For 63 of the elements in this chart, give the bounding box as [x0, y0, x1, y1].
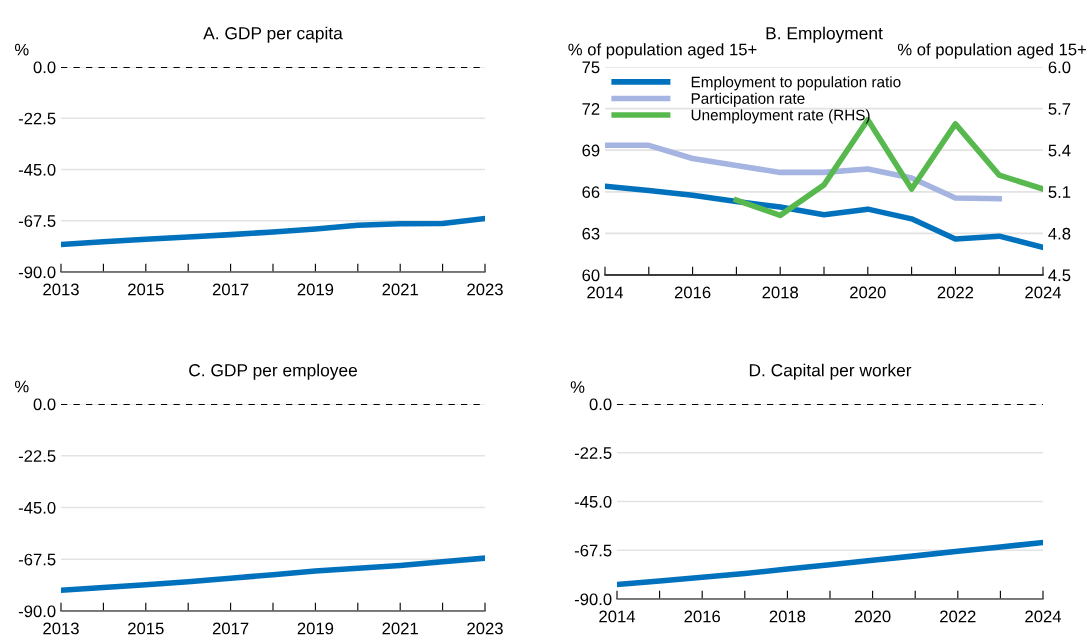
x-tick-label: 2022 [937, 286, 974, 299]
y-tick-label: -45.0 [574, 495, 612, 508]
legend-label: Participation rate [691, 92, 805, 107]
x-tick-label: 2020 [850, 286, 886, 299]
x-tick-label: 2018 [762, 286, 799, 299]
y-tick-label: 72 [582, 103, 600, 115]
x-tick-label: 2019 [297, 283, 334, 296]
x-tick-label: 2021 [382, 283, 418, 296]
chart-title: C. GDP per employee [189, 363, 357, 380]
y-tick-label: -90.0 [18, 266, 56, 279]
y-tick-label: 0.0 [589, 398, 612, 411]
x-tick-label: 2013 [43, 283, 79, 296]
x-tick-label: 2013 [43, 622, 79, 635]
y-tick-label: 0.0 [33, 398, 56, 411]
x-tick-label: 2018 [769, 610, 806, 623]
y-tick-label: -22.5 [18, 450, 56, 462]
y-tick-label: 60 [582, 269, 600, 282]
x-tick-label: 2019 [297, 622, 334, 635]
y2-tick-label: 5.7 [1048, 103, 1071, 115]
legend-label: Employment to population ratio [691, 76, 901, 91]
x-tick-label: 2016 [674, 286, 711, 299]
x-tick-label: 2015 [128, 622, 164, 635]
x-tick-label: 2020 [854, 610, 891, 623]
y2-tick-label: 4.8 [1048, 227, 1071, 240]
x-tick-label: 2015 [128, 283, 164, 296]
y2-axis-title: % of population aged 15+ [897, 43, 1086, 59]
y-tick-label: -45.0 [18, 163, 56, 176]
y-tick-label: 0.0 [33, 61, 56, 74]
y-tick-label: 66 [582, 186, 600, 198]
chart-title: A. GDP per capita [203, 26, 343, 43]
x-tick-label: 2016 [684, 610, 721, 623]
y-axis-title: % of population aged 15+ [568, 43, 757, 59]
x-tick-label: 2024 [1025, 286, 1062, 299]
y-axis-title: % [14, 380, 29, 393]
y2-tick-label: 5.4 [1048, 144, 1071, 157]
y-tick-label: -67.5 [18, 215, 56, 227]
x-tick-label: 2017 [212, 283, 249, 296]
chart-title: B. Employment [766, 26, 883, 43]
y-tick-label: -90.0 [574, 593, 612, 606]
x-tick-label: 2023 [467, 622, 503, 635]
x-tick-label: 2021 [382, 622, 418, 635]
x-tick-label: 2024 [1025, 610, 1062, 623]
y-tick-label: -67.5 [18, 553, 56, 566]
y-tick-label: -67.5 [574, 544, 612, 557]
legend-label: Unemployment rate (RHS) [691, 109, 870, 124]
y-tick-label: 63 [582, 227, 600, 240]
y-axis-title: % [14, 43, 29, 56]
y-tick-label: 75 [582, 61, 600, 74]
y-axis-title: % [570, 381, 585, 393]
y-tick-label: -90.0 [18, 605, 56, 618]
x-tick-label: 2017 [212, 622, 249, 635]
x-tick-label: 2014 [587, 286, 624, 299]
x-tick-label: 2022 [940, 610, 976, 623]
y2-tick-label: 5.1 [1048, 186, 1071, 198]
y-tick-label: -45.0 [18, 501, 56, 514]
x-tick-label: 2023 [467, 283, 503, 296]
y-tick-label: 69 [582, 144, 600, 157]
chart-title: D. Capital per worker [749, 363, 912, 380]
y2-tick-label: 4.5 [1048, 269, 1071, 282]
y2-tick-label: 6.0 [1048, 61, 1071, 74]
x-tick-label: 2014 [599, 610, 636, 623]
y-tick-label: -22.5 [18, 112, 56, 125]
y-tick-label: -22.5 [574, 447, 612, 459]
